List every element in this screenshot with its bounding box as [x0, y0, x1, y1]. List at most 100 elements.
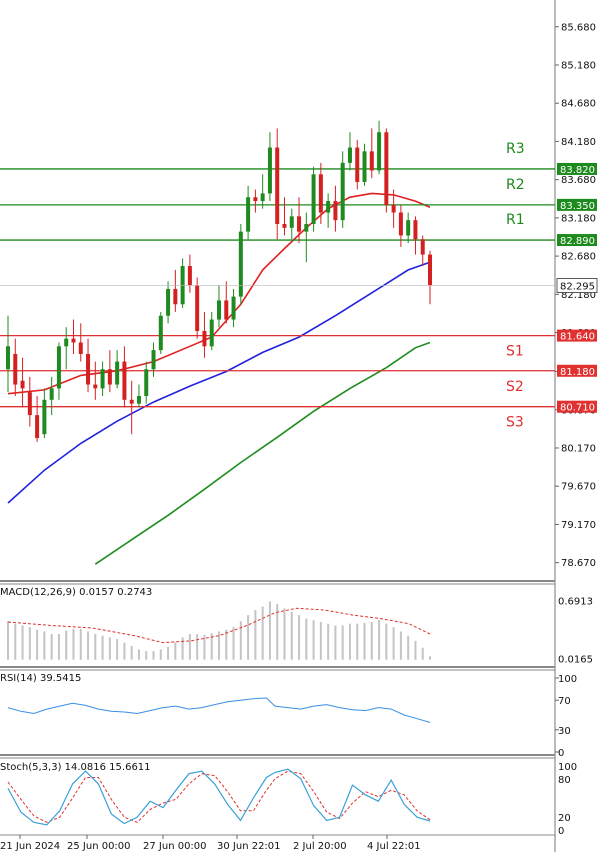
- level-price-label: 80.710: [560, 403, 595, 414]
- ma-fast-line: [7, 192, 431, 395]
- macd-histogram-bar: [94, 634, 97, 660]
- macd-histogram-bar: [276, 604, 279, 660]
- candle-body: [49, 388, 54, 400]
- macd-histogram-bar: [363, 622, 366, 660]
- candle-body: [406, 220, 411, 236]
- candle-body: [304, 223, 309, 232]
- support-resistance-levels: R3 83.820 R2 83.350 R1 82.890 S1 81.640 S2 81.180…: [0, 141, 597, 431]
- time-tick-label: 2 Jul 20:00: [293, 841, 347, 852]
- candle-body: [129, 399, 134, 404]
- price-tick-label: 78.670: [561, 558, 596, 569]
- candle-body: [195, 285, 200, 332]
- rsi-title: RSI(14) 39.5415: [0, 673, 81, 684]
- candle-body: [398, 212, 403, 236]
- macd-histogram-bar: [392, 627, 395, 660]
- level-price-label: 81.180: [560, 367, 595, 378]
- candle-body: [64, 338, 69, 347]
- candle-body: [78, 342, 83, 354]
- candle-body: [377, 132, 382, 171]
- level-name-r3: R3: [506, 141, 525, 157]
- macd-histogram-bar: [210, 633, 213, 660]
- candle-body: [340, 162, 345, 221]
- stoch-tick-label: 80: [558, 775, 571, 786]
- macd-histogram-bar: [152, 651, 155, 660]
- level-name-s1: S1: [506, 344, 524, 360]
- candle-body: [158, 315, 163, 351]
- macd-histogram-bar: [87, 631, 90, 660]
- time-tick-label: 27 Jun 00:00: [143, 841, 207, 852]
- macd-histogram-bar: [370, 622, 373, 660]
- candle-body: [333, 201, 338, 221]
- price-tick-label: 84.680: [561, 99, 596, 110]
- macd-histogram-bar: [319, 622, 322, 660]
- macd-histogram-bar: [421, 647, 424, 660]
- candle-body: [42, 399, 47, 435]
- last-price-marker: 82.295: [0, 278, 598, 293]
- price-tick-label: 85.180: [561, 60, 596, 71]
- candle-body: [369, 151, 374, 171]
- candlesticks: [6, 120, 432, 442]
- candle-body: [56, 346, 61, 389]
- macd-histogram-bar: [188, 634, 191, 660]
- level-price-box: [557, 162, 597, 175]
- macd-tick-label: 0.6913: [558, 596, 593, 607]
- candle-body: [93, 384, 98, 389]
- stoch-tick-label: 20: [558, 813, 571, 824]
- stoch-panel: 100 80 20 0: [7, 762, 577, 837]
- macd-histogram-bar: [130, 646, 133, 660]
- macd-histogram-bar: [145, 651, 148, 660]
- price-tick-label: 84.180: [561, 137, 596, 148]
- macd-histogram-bar: [7, 621, 9, 660]
- macd-histogram-bar: [174, 642, 177, 660]
- macd-histogram-bar: [101, 635, 104, 660]
- candle-body: [362, 151, 367, 182]
- candle-body: [217, 300, 221, 320]
- candle-body: [20, 380, 25, 389]
- stoch-title: Stoch(5,3,3) 14.0816 15.6611: [0, 762, 151, 773]
- candle-body: [100, 369, 105, 389]
- macd-histogram-bar: [399, 631, 402, 660]
- macd-histogram-bar: [137, 649, 140, 660]
- candle-body: [420, 239, 425, 255]
- macd-histogram-bar: [21, 625, 24, 660]
- candle-body: [326, 201, 331, 213]
- macd-signal-line: [7, 607, 431, 644]
- macd-histogram-bar: [298, 615, 301, 660]
- candle-body: [238, 231, 243, 297]
- candle-body: [35, 415, 40, 439]
- macd-panel: 0.6913 0.0165: [7, 596, 593, 665]
- price-tick-label: 85.680: [561, 22, 596, 33]
- price-tick-label: 82.180: [561, 290, 596, 301]
- macd-histogram-bar: [123, 642, 126, 660]
- macd-histogram-bar: [407, 635, 410, 660]
- level-name-r2: R2: [506, 177, 525, 193]
- candle-body: [246, 197, 251, 232]
- rsi-line: [7, 697, 431, 723]
- macd-histogram-bar: [283, 608, 286, 660]
- time-tick-label: 30 Jun 22:01: [217, 841, 281, 852]
- candle-body: [202, 331, 207, 347]
- macd-histogram-bar: [116, 639, 119, 660]
- candle-body: [231, 296, 236, 320]
- macd-histogram-bar: [429, 656, 431, 660]
- price-tick-label: 80.170: [561, 443, 596, 454]
- level-price-label: 83.820: [560, 165, 595, 176]
- last-price-label: 82.295: [560, 282, 595, 293]
- panel-frames: [0, 0, 556, 852]
- macd-tick-label: 0.0165: [558, 654, 593, 665]
- ma-slow-line: [94, 341, 431, 565]
- candle-body: [413, 220, 418, 240]
- candle-body: [267, 147, 272, 194]
- time-tick-label: 21 Jun 2024: [0, 841, 60, 852]
- macd-histogram-bar: [28, 627, 31, 660]
- macd-histogram-bar: [181, 637, 184, 660]
- rsi-panel: 100 70 30 0: [7, 674, 577, 759]
- candle-body: [107, 369, 112, 385]
- macd-histogram-bar: [312, 620, 315, 660]
- price-tick-label: 83.680: [561, 175, 596, 186]
- level-name-s3: S3: [506, 415, 524, 431]
- candle-body: [311, 174, 316, 224]
- level-price-box: [557, 329, 597, 342]
